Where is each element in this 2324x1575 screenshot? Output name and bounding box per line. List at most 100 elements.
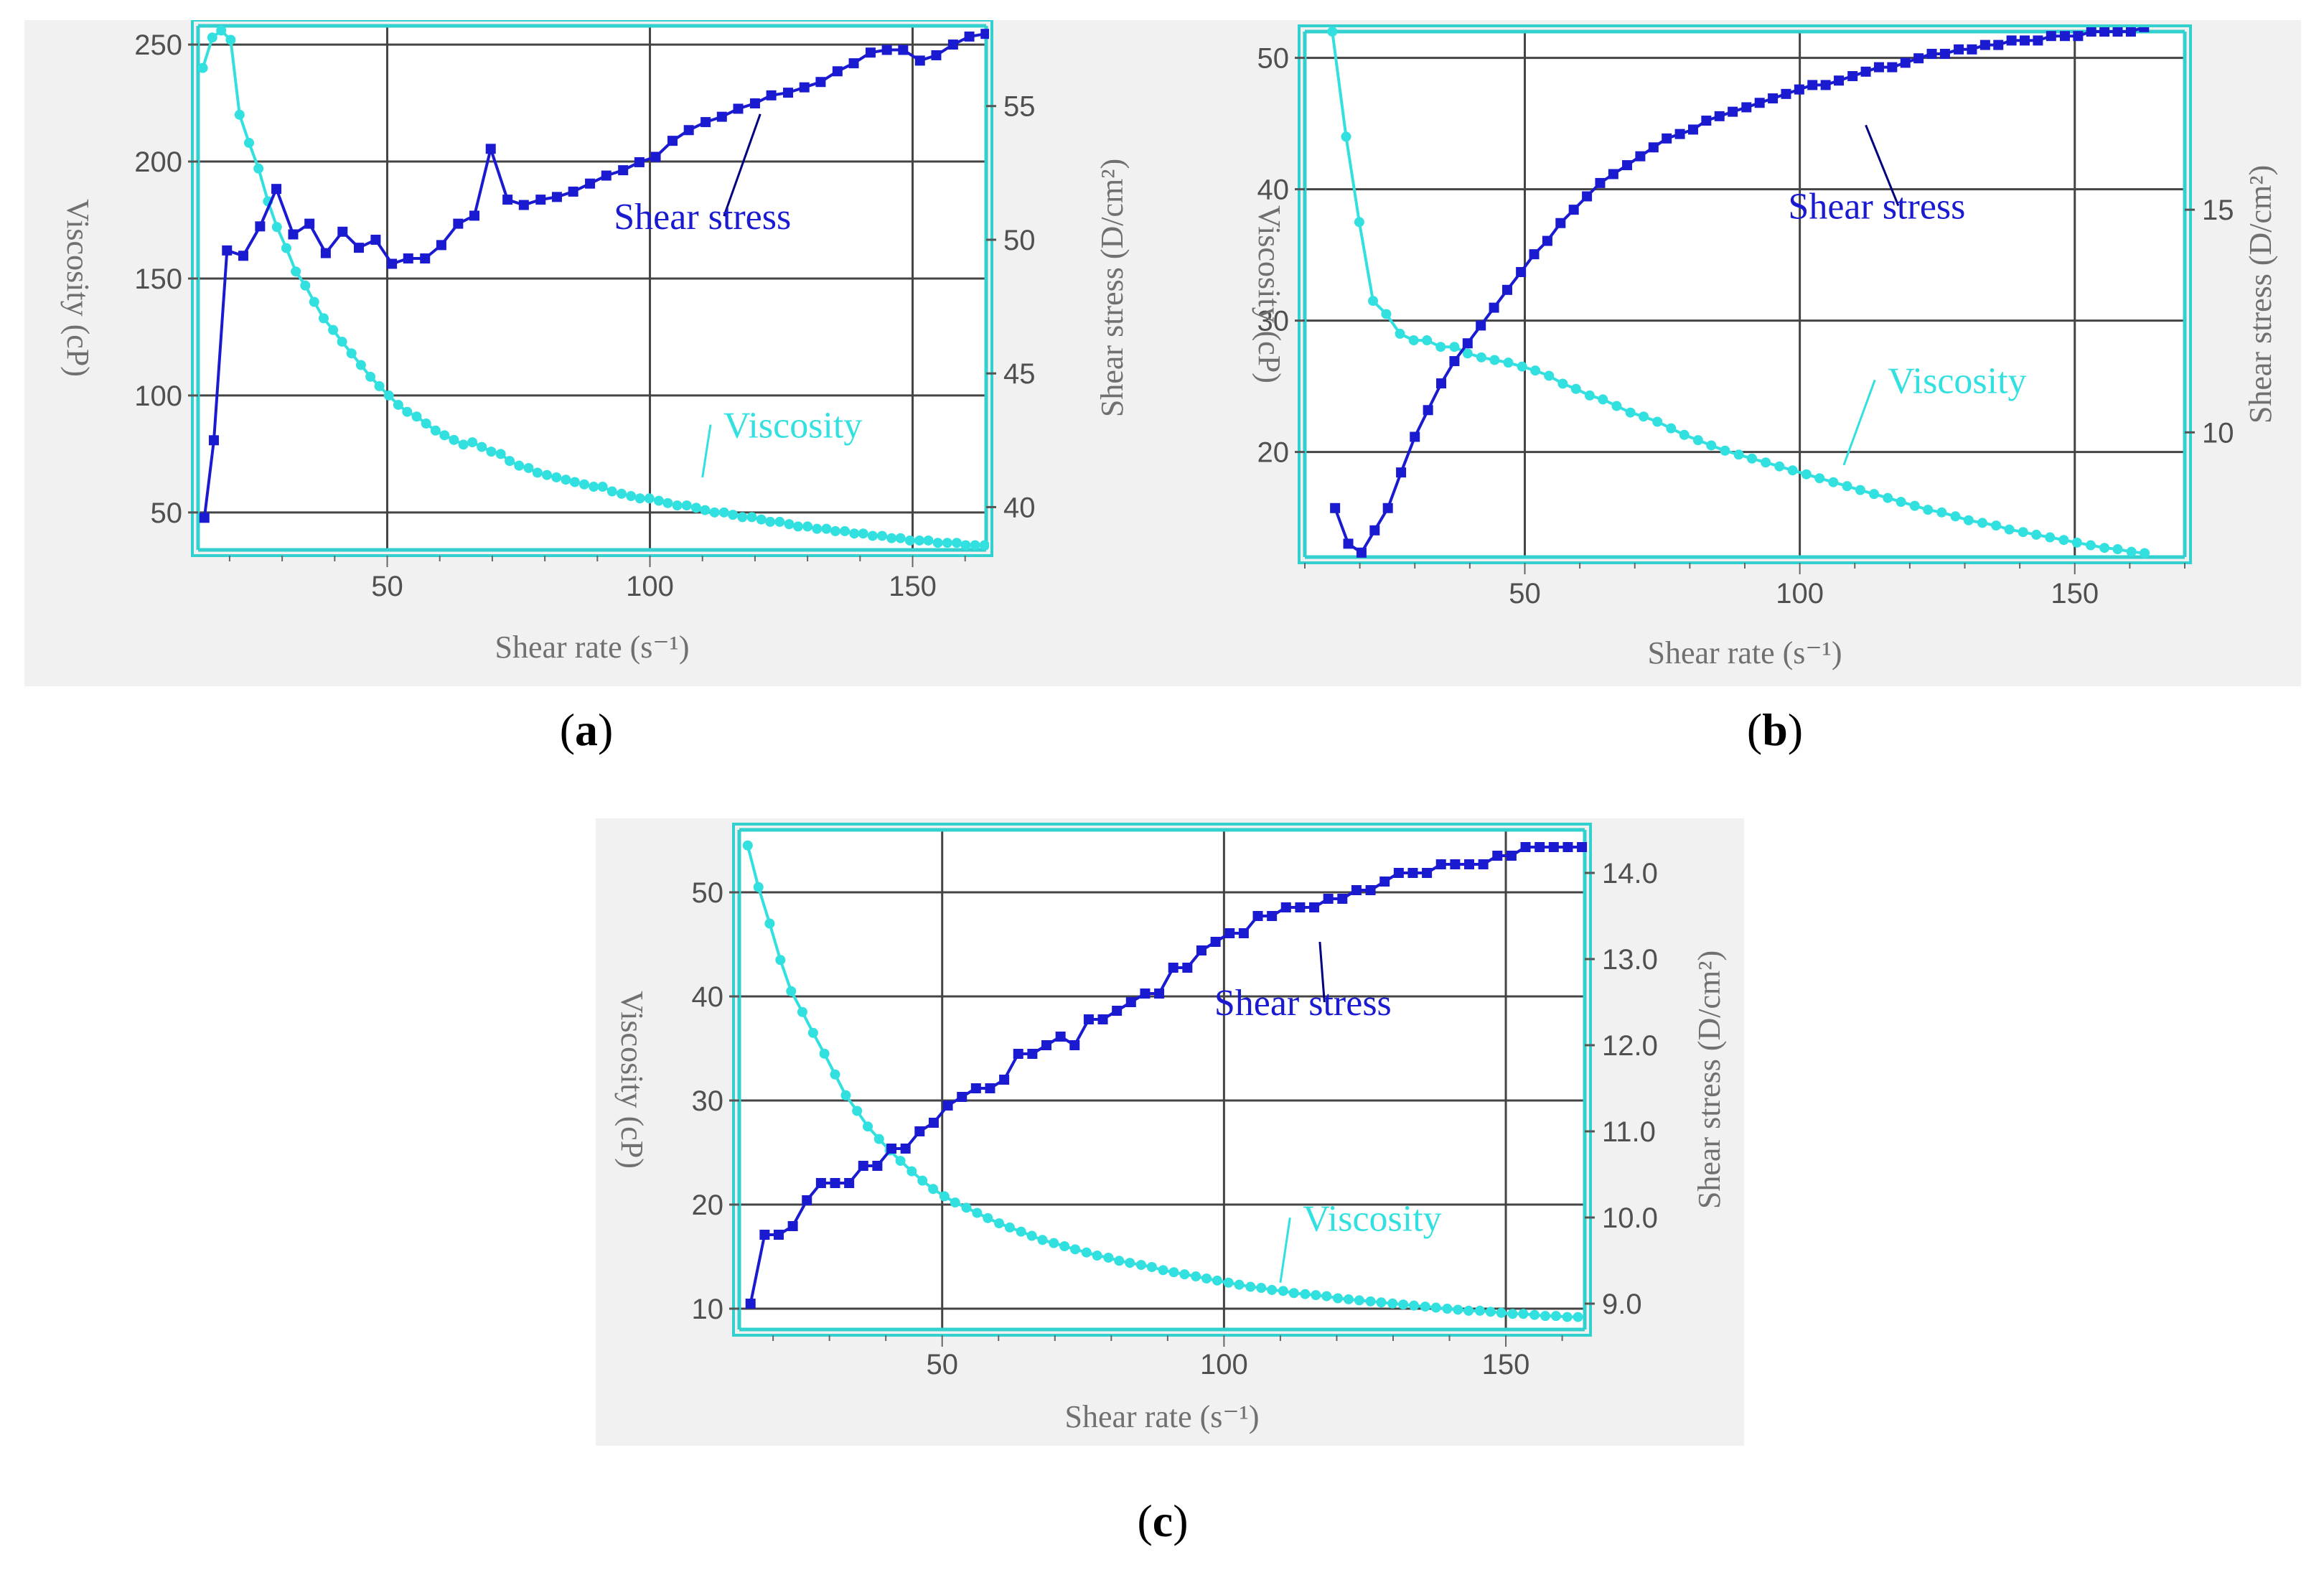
- viscosity-point: [1842, 481, 1852, 492]
- viscosity-point: [449, 434, 459, 445]
- shear-stress-point: [1741, 102, 1752, 113]
- viscosity-point: [700, 505, 711, 515]
- shear-stress-point: [1309, 902, 1320, 912]
- shear-stress-point: [634, 156, 645, 167]
- shear-stress-point: [485, 144, 496, 154]
- viscosity-point: [458, 439, 469, 450]
- viscosity-point: [561, 475, 571, 485]
- right-tick-label: 13.0: [1602, 944, 1658, 976]
- viscosity-point: [1365, 1296, 1376, 1307]
- shear-stress-point: [832, 66, 843, 77]
- viscosity-point: [551, 472, 562, 482]
- viscosity-point: [728, 510, 739, 520]
- shear-stress-point: [844, 1178, 855, 1188]
- viscosity-series: [198, 25, 989, 551]
- viscosity-point: [983, 1212, 993, 1223]
- viscosity-point: [1573, 1312, 1583, 1322]
- viscosity-point: [1212, 1275, 1222, 1286]
- shear-stress-point: [1464, 859, 1475, 869]
- shear-stress-point: [1356, 547, 1367, 558]
- shear-stress-point: [1337, 894, 1348, 904]
- shear-stress-point: [872, 1161, 883, 1171]
- shear-stress-point: [802, 1195, 812, 1205]
- viscosity-point: [1004, 1222, 1015, 1233]
- shear-stress-point: [288, 229, 299, 240]
- viscosity-point: [1733, 449, 1744, 460]
- viscosity-point: [1267, 1284, 1278, 1295]
- viscosity-point: [1923, 505, 1934, 515]
- right-tick-label: 50: [1003, 225, 1036, 256]
- x-tick-label: 50: [1509, 578, 1541, 609]
- left-tick-label: 40: [692, 981, 724, 1013]
- shear-stress-point: [1410, 431, 1420, 442]
- gridlines: [198, 26, 986, 550]
- viscosity-point: [1801, 469, 1812, 480]
- shear-stress-point: [1562, 842, 1573, 852]
- viscosity-point: [979, 540, 989, 551]
- viscosity-annotation: Viscosity: [723, 406, 862, 447]
- viscosity-point: [786, 986, 797, 996]
- left-tick-label: 50: [692, 877, 724, 909]
- viscosity-point: [742, 840, 753, 851]
- annotation-leader: [1318, 941, 1326, 1003]
- shear-stress-point: [1435, 859, 1446, 869]
- panel-label-a: (a): [559, 704, 614, 755]
- viscosity-point: [709, 507, 720, 518]
- shear-stress-point: [1520, 842, 1531, 852]
- shear-stress-point: [865, 47, 876, 58]
- shear-stress-point: [914, 1126, 925, 1136]
- x-axis-title: Shear rate (s⁻¹): [1065, 1399, 1260, 1434]
- viscosity-point: [821, 523, 832, 534]
- viscosity-point: [2112, 544, 2123, 555]
- y-axis-left-title: Viscosity (cP): [60, 199, 95, 377]
- shear-stress-point: [683, 125, 694, 136]
- viscosity-point: [1409, 1300, 1420, 1311]
- shear-stress-point: [1529, 249, 1540, 260]
- shear-stress-point: [1714, 111, 1725, 121]
- shear-stress-point: [2020, 35, 2030, 46]
- viscosity-point: [830, 1069, 840, 1080]
- shear-stress-point: [942, 1100, 953, 1111]
- viscosity-point: [1679, 429, 1690, 440]
- shear-stress-point: [1083, 1014, 1094, 1024]
- viscosity-point: [960, 540, 971, 551]
- viscosity-point: [421, 419, 431, 429]
- shear-stress-point: [1280, 902, 1291, 912]
- shear-stress-point: [469, 210, 480, 221]
- chart-panel-b: 20 30 40 50 10 15 50 100 150 Shear rate (s⁻¹) Visc…: [1151, 20, 2301, 686]
- viscosity-point: [1611, 401, 1622, 411]
- plot-area: [1305, 32, 2185, 557]
- viscosity-point: [1333, 1293, 1344, 1304]
- viscosity-point: [672, 500, 683, 511]
- viscosity-point: [505, 456, 515, 467]
- right-tick-label: 9.0: [1602, 1289, 1642, 1320]
- shear-stress-point: [1330, 503, 1341, 513]
- shear-stress-annotation: Shear stress: [1788, 187, 1965, 228]
- viscosity-point: [1584, 390, 1595, 401]
- viscosity-point: [569, 477, 580, 487]
- viscosity-point: [1435, 342, 1446, 352]
- y-axis-left-title: Viscosity (cP): [614, 991, 650, 1169]
- viscosity-point: [328, 324, 339, 335]
- shear-stress-point: [928, 1118, 939, 1128]
- viscosity-point: [597, 482, 608, 492]
- viscosity-point: [873, 1134, 884, 1144]
- x-tick-label: 150: [2051, 578, 2099, 609]
- viscosity-point: [1485, 1307, 1496, 1317]
- shear-stress-point: [2112, 27, 2123, 37]
- x-tick-label: 150: [889, 571, 937, 602]
- right-tick-label: 45: [1003, 358, 1036, 390]
- viscosity-point: [807, 1027, 818, 1038]
- viscosity-point: [904, 535, 915, 546]
- shear-stress-point: [222, 245, 233, 256]
- shear-stress-point: [1450, 859, 1461, 869]
- shear-stress-point: [208, 435, 219, 446]
- shear-stress-point: [2033, 35, 2043, 46]
- viscosity-point: [1453, 1304, 1463, 1315]
- annotation-leader: [1842, 379, 1876, 466]
- viscosity-point: [1991, 520, 2002, 531]
- viscosity-point: [1666, 423, 1677, 434]
- viscosity-point: [1234, 1279, 1245, 1290]
- viscosity-point: [514, 460, 525, 471]
- shear-stress-point: [1501, 284, 1512, 295]
